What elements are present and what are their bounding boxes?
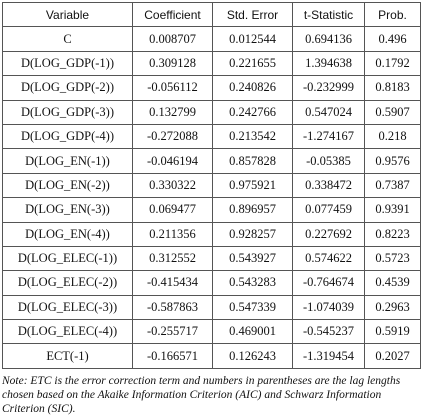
value-cell: -0.587863 [132,294,213,321]
value-cell: -0.05385 [292,148,365,174]
value-cell: -0.764674 [292,270,365,296]
value-cell: 0.857828 [212,148,293,174]
value-cell: 0.126243 [212,343,293,369]
variable-cell: D(LOG_ELEC(-2)) [2,270,133,296]
value-cell: 0.574622 [292,245,365,272]
value-cell: 0.7387 [364,172,421,199]
value-cell: 0.242766 [212,99,293,125]
value-cell: -1.274167 [292,123,365,150]
value-cell: 0.012544 [212,26,293,52]
value-cell: 0.077459 [292,197,365,223]
value-cell: 0.896957 [212,197,293,223]
value-cell: 0.8183 [364,75,421,101]
table-row: D(LOG_EN(-4)) 0.211356 0.928257 0.227692 0.8… [2,221,421,247]
value-cell: 0.240826 [212,75,293,101]
table-row: D(LOG_GDP(-3)) 0.132799 0.242766 0.547024 0.… [2,99,421,125]
variable-cell: D(LOG_EN(-3)) [2,197,133,223]
variable-cell: D(LOG_GDP(-2)) [2,75,133,101]
table-row: D(LOG_GDP(-1)) 0.309128 0.221655 1.394638 0.… [2,50,421,77]
value-cell: 0.2963 [364,294,421,321]
value-cell: 0.227692 [292,221,365,247]
table-row: D(LOG_ELEC(-1)) 0.312552 0.543927 0.574622 0… [2,245,421,272]
value-cell: 0.330322 [132,172,213,199]
table-row: D(LOG_ELEC(-2)) -0.415434 0.543283 -0.76467… [2,270,421,296]
variable-cell: D(LOG_GDP(-4)) [2,123,133,150]
variable-cell: D(LOG_ELEC(-4)) [2,319,133,345]
value-cell: 0.469001 [212,319,293,345]
value-cell: -0.046194 [132,148,213,174]
table-row: D(LOG_EN(-1)) -0.046194 0.857828 -0.05385 0.… [2,148,421,174]
value-cell: -1.074039 [292,294,365,321]
variable-cell: D(LOG_EN(-4)) [2,221,133,247]
header-cell: Coefficient [132,1,213,28]
variable-cell: D(LOG_GDP(-3)) [2,99,133,125]
value-cell: 0.218 [364,123,421,150]
header-cell: Variable [2,1,133,28]
value-cell: 0.5919 [364,319,421,345]
table-body: C 0.008707 0.012544 0.694136 0.496 D(LOG_GDP(… [2,26,421,369]
value-cell: 0.928257 [212,221,293,247]
variable-cell: C [2,26,133,52]
table-row: D(LOG_ELEC(-3)) -0.587863 0.547339 -1.07403… [2,294,421,321]
value-cell: 0.694136 [292,26,365,52]
header-cell: t-Statistic [292,1,365,28]
value-cell: 0.4539 [364,270,421,296]
value-cell: 0.543927 [212,245,293,272]
table-row: D(LOG_ELEC(-4)) -0.255717 0.469001 -0.54523… [2,319,421,345]
value-cell: 0.213542 [212,123,293,150]
results-table: Variable Coefficient Std. Error t-Statistic… [2,1,421,369]
value-cell: 0.309128 [132,50,213,77]
value-cell: -0.415434 [132,270,213,296]
table-row: C 0.008707 0.012544 0.694136 0.496 [2,26,421,52]
variable-cell: D(LOG_EN(-1)) [2,148,133,174]
value-cell: 0.2027 [364,343,421,369]
value-cell: 1.394638 [292,50,365,77]
value-cell: 0.8223 [364,221,421,247]
value-cell: 0.221655 [212,50,293,77]
value-cell: 0.5723 [364,245,421,272]
value-cell: 0.9576 [364,148,421,174]
value-cell: 0.9391 [364,197,421,223]
table-row: D(LOG_GDP(-2)) -0.056112 0.240826 -0.232999… [2,75,421,101]
variable-cell: D(LOG_EN(-2)) [2,172,133,199]
value-cell: 0.008707 [132,26,213,52]
value-cell: 0.132799 [132,99,213,125]
table-row: D(LOG_EN(-2)) 0.330322 0.975921 0.338472 0.7… [2,172,421,199]
value-cell: 0.338472 [292,172,365,199]
value-cell: 0.547024 [292,99,365,125]
value-cell: -0.545237 [292,319,365,345]
value-cell: 0.547339 [212,294,293,321]
value-cell: 0.496 [364,26,421,52]
value-cell: 0.211356 [132,221,213,247]
value-cell: -0.232999 [292,75,365,101]
header-cell: Prob. [364,1,421,28]
value-cell: -0.255717 [132,319,213,345]
table-row: D(LOG_GDP(-4)) -0.272088 0.213542 -1.274167… [2,123,421,150]
value-cell: 0.312552 [132,245,213,272]
table-row: D(LOG_EN(-3)) 0.069477 0.896957 0.077459 0.9… [2,197,421,223]
header-row: Variable Coefficient Std. Error t-Statistic… [2,1,421,28]
variable-cell: ECT(-1) [2,343,133,369]
table-note: Note: ETC is the error correction term a… [2,374,401,415]
value-cell: -1.319454 [292,343,365,369]
value-cell: -0.056112 [132,75,213,101]
variable-cell: D(LOG_ELEC(-1)) [2,245,133,272]
value-cell: 0.5907 [364,99,421,125]
value-cell: 0.069477 [132,197,213,223]
value-cell: 0.975921 [212,172,293,199]
value-cell: -0.166571 [132,343,213,369]
variable-cell: D(LOG_ELEC(-3)) [2,294,133,321]
value-cell: -0.272088 [132,123,213,150]
value-cell: 0.543283 [212,270,293,296]
variable-cell: D(LOG_GDP(-1)) [2,50,133,77]
header-cell: Std. Error [212,1,293,28]
table-row: ECT(-1) -0.166571 0.126243 -1.319454 0.2027 [2,343,421,369]
value-cell: 0.1792 [364,50,421,77]
